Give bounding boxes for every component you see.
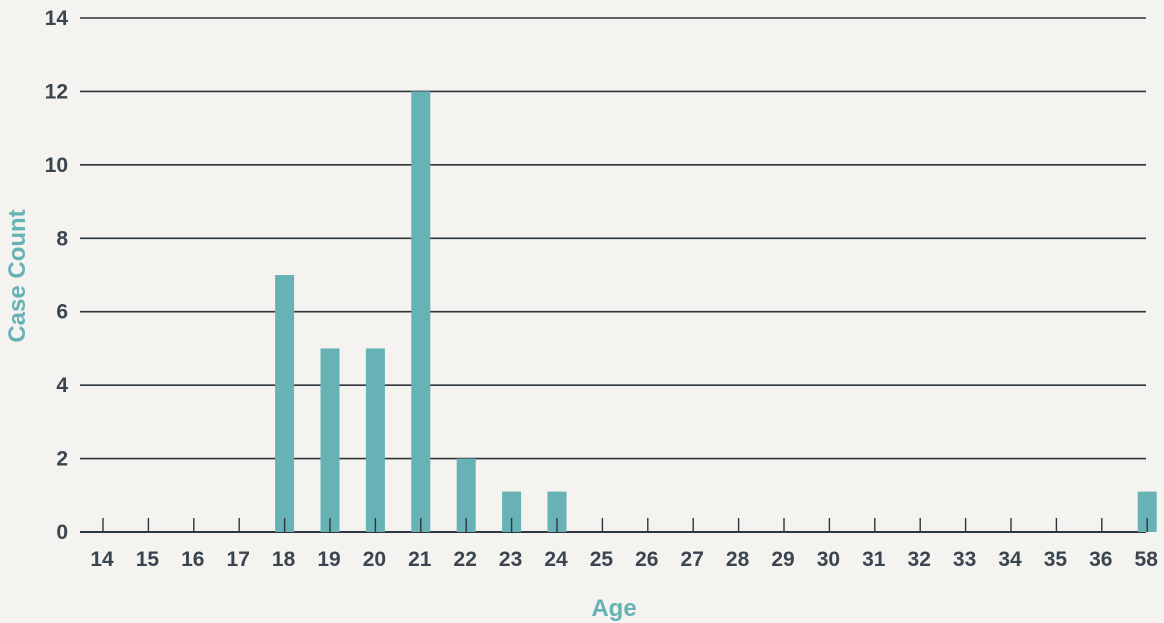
x-tick-label: 15 (136, 548, 160, 571)
x-tick-label: 22 (454, 548, 477, 571)
x-tick-label: 17 (227, 548, 250, 571)
x-tick-label: 26 (635, 548, 658, 571)
bar-age-21 (411, 91, 431, 532)
x-ticks (102, 518, 1148, 532)
bar-age-18 (275, 275, 295, 532)
bar-age-23 (502, 491, 522, 532)
x-tick-label: 21 (408, 548, 432, 571)
x-tick-labels: 14 15 16 17 18 19 20 21 22 23 24 25 26 27 28 29 30 31 32 33… (90, 548, 1158, 571)
x-tick-label: 32 (908, 548, 931, 571)
x-tick-label: 28 (726, 548, 750, 571)
y-tick-labels: 0 2 4 6 8 10 12 14 (45, 7, 69, 544)
x-tick-label: 29 (771, 548, 794, 571)
x-tick-label: 16 (181, 548, 204, 571)
x-tick-label: 25 (590, 548, 614, 571)
x-tick-label: 36 (1089, 548, 1112, 571)
x-axis-title: Age (591, 595, 636, 622)
x-tick-label: 30 (817, 548, 840, 571)
x-tick-label: 23 (499, 548, 522, 571)
y-tick-label: 12 (45, 80, 68, 103)
x-tick-label: 58 (1135, 548, 1159, 571)
x-tick-label: 18 (272, 548, 296, 571)
bars (275, 91, 1157, 532)
x-tick-label: 33 (953, 548, 976, 571)
y-tick-label: 4 (56, 374, 68, 397)
bar-age-58 (1137, 491, 1157, 532)
y-axis-title: Case Count (4, 209, 31, 342)
bar-age-22 (456, 458, 476, 532)
y-tick-label: 8 (56, 227, 68, 250)
x-tick-label: 24 (544, 548, 568, 571)
x-tick-label: 35 (1044, 548, 1068, 571)
x-tick-label: 19 (317, 548, 340, 571)
y-tick-label: 14 (45, 7, 69, 30)
x-tick-label: 34 (998, 548, 1022, 571)
grid-lines (80, 17, 1146, 533)
y-tick-label: 10 (45, 154, 68, 177)
y-tick-label: 0 (56, 521, 68, 544)
bar-age-19 (320, 348, 340, 532)
x-tick-label: 20 (363, 548, 386, 571)
bar-age-20 (365, 348, 385, 532)
x-tick-label: 27 (681, 548, 704, 571)
y-tick-label: 6 (56, 301, 68, 324)
bar-age-24 (547, 491, 567, 532)
x-tick-label: 31 (862, 548, 886, 571)
x-tick-label: 14 (90, 548, 114, 571)
y-tick-label: 2 (56, 448, 68, 471)
